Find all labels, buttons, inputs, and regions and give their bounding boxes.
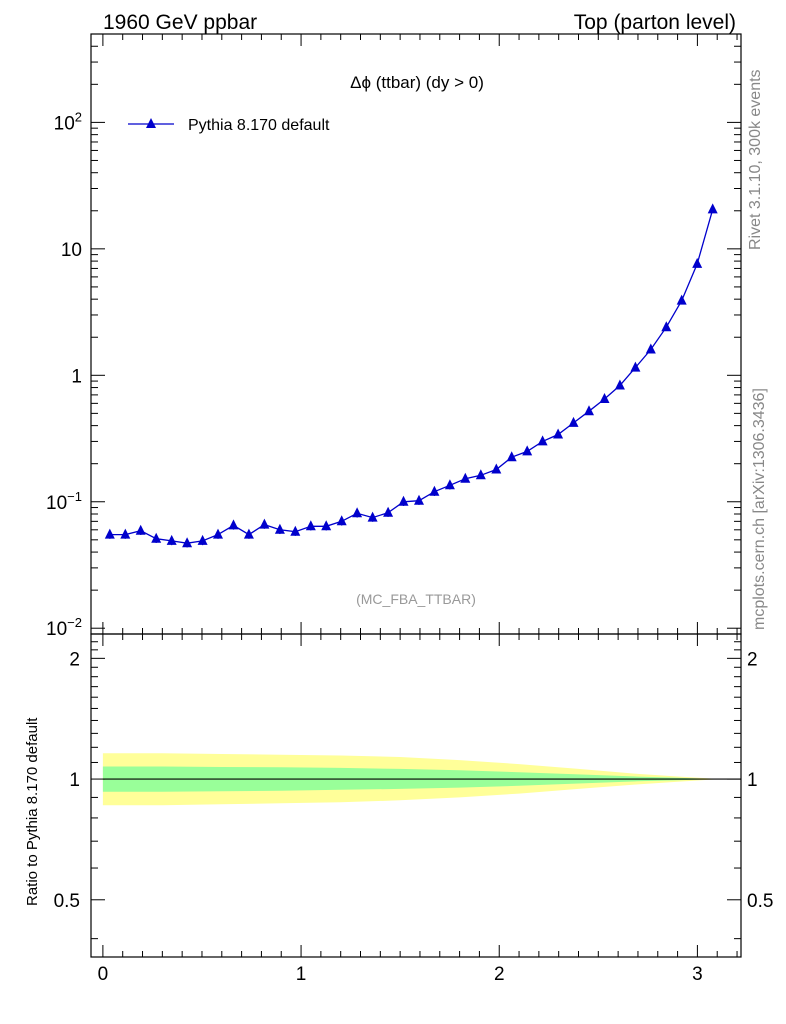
data-point: [290, 525, 301, 536]
series-line: [109, 209, 714, 544]
data-point: [383, 506, 394, 517]
ratio-ylabel: Ratio to Pythia 8.170 default: [24, 717, 41, 906]
data-point: [243, 528, 254, 539]
data-point: [645, 343, 656, 354]
ratio-y-tick-label-right: 2: [747, 649, 758, 670]
data-point: [537, 435, 548, 446]
data-point: [367, 511, 378, 522]
ratio-y-tick-label-right: 0.5: [747, 891, 773, 912]
main-panel: 10−2 10−1 1 10 102: [46, 33, 742, 640]
data-point: [568, 416, 579, 427]
data-point: [599, 393, 610, 403]
x-tick-label: 1: [296, 964, 307, 985]
data-point: [321, 520, 332, 531]
y-tick-label: 10: [61, 240, 82, 261]
data-point: [429, 485, 440, 496]
data-point: [584, 405, 594, 416]
data-point: [460, 472, 471, 483]
energy-label: 1960 GeV ppbar: [103, 11, 257, 34]
y-tick-label: 10−2: [46, 615, 82, 640]
data-point: [522, 445, 533, 456]
ratio-frame: [90, 633, 742, 958]
y-tick-label: 10−1: [46, 489, 82, 514]
data-point: [553, 428, 564, 439]
data-point: [305, 520, 316, 531]
data-point: [151, 532, 162, 543]
ratio-y-tick-label-right: 1: [747, 770, 758, 791]
chart-title: Δϕ (ttbar) (dy > 0): [350, 73, 484, 92]
data-point: [228, 519, 239, 530]
data-point: [414, 494, 424, 505]
data-point: [444, 479, 455, 490]
y-tick-label: 102: [54, 109, 82, 134]
legend-entry: Pythia 8.170 default: [188, 117, 330, 134]
x-tick-label: 2: [494, 964, 505, 985]
data-point: [475, 469, 486, 480]
data-point: [197, 534, 208, 545]
data-point: [707, 203, 718, 214]
x-tick-label: 3: [692, 964, 703, 985]
ratio-panel: 0 1 2 3 0.5 0.5 1 1 2 2: [54, 633, 773, 985]
legend-triangle-marker: [146, 118, 156, 128]
data-point: [614, 379, 625, 390]
data-point: [166, 534, 177, 545]
data-point: [398, 495, 409, 506]
data-point: [630, 361, 641, 372]
data-point: [352, 507, 363, 518]
legend: Pythia 8.170 default: [128, 117, 330, 134]
data-point: [120, 528, 131, 539]
mcplots-label: mcplots.cern.ch [arXiv:1306.3436]: [751, 388, 768, 630]
x-tick-label: 0: [98, 964, 109, 985]
data-point: [661, 321, 672, 332]
data-point: [692, 257, 703, 268]
analysis-watermark: (MC_FBA_TTBAR): [356, 591, 476, 607]
data-point: [676, 294, 687, 305]
process-label: Top (parton level): [574, 11, 736, 34]
rivet-label: Rivet 3.1.10, 300k events: [747, 69, 764, 250]
data-point: [274, 523, 285, 534]
data-point: [336, 515, 347, 526]
data-point: [491, 463, 502, 474]
ratio-y-tick-label-left: 1: [69, 770, 80, 791]
data-point: [104, 528, 115, 539]
data-point: [259, 518, 270, 529]
data-point: [506, 451, 517, 462]
data-point: [213, 528, 223, 539]
ratio-y-tick-label-left: 2: [69, 649, 80, 670]
data-point: [135, 524, 146, 535]
y-tick-label: 1: [71, 366, 82, 387]
data-point: [182, 537, 193, 548]
ratio-y-tick-label-left: 0.5: [54, 891, 80, 912]
